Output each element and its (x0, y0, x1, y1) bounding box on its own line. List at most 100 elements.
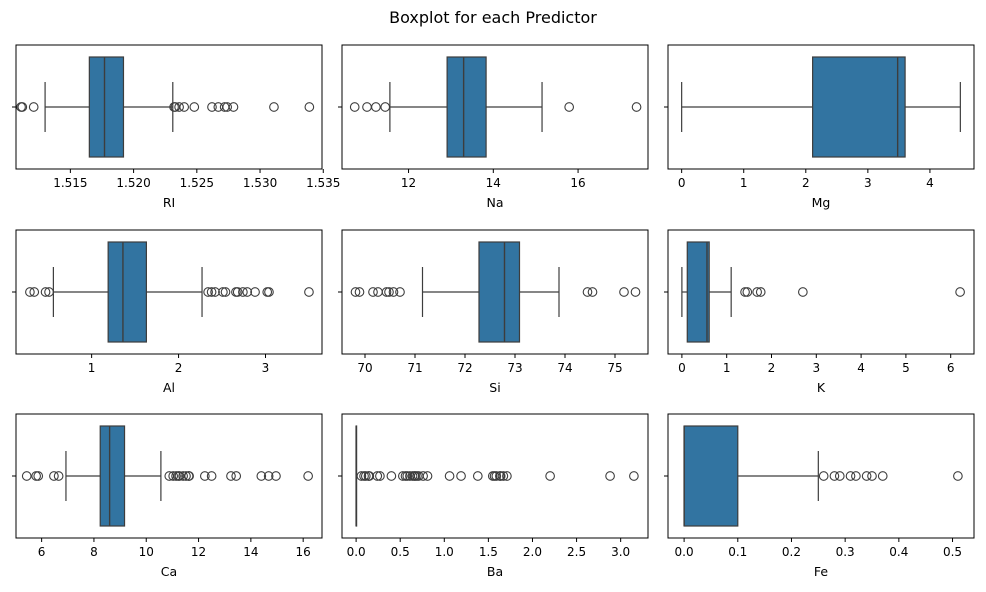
x-tick-label: 0 (678, 176, 686, 190)
outlier-point (31, 471, 41, 481)
outlier-point (498, 471, 509, 481)
outlier-point (29, 287, 40, 297)
outlier-point (28, 102, 39, 112)
x-tick-label: 1.520 (116, 176, 150, 190)
outlier-point (303, 471, 313, 481)
outlier-point (564, 102, 575, 112)
outlier-point (495, 471, 506, 481)
subplot-ri: 1.515 1.520 1.525 1.530 1.535 RI (12, 44, 340, 210)
outlier-point (362, 102, 372, 112)
outlier-point (250, 287, 260, 297)
x-tick-label: 1.0 (435, 545, 454, 559)
subplot-na: 12 14 16 Na (338, 44, 649, 210)
outlier-point (502, 471, 512, 481)
x-tick-label: 1.5 (479, 545, 498, 559)
x-tick-label: 1 (88, 361, 96, 375)
outlier-point (40, 287, 51, 297)
outlier-point (263, 471, 274, 481)
outlier-point (232, 287, 243, 297)
outlier-point (953, 471, 963, 481)
outlier-point (364, 471, 375, 481)
x-axis-label: Si (489, 380, 500, 395)
x-axis-label: RI (163, 195, 175, 210)
outlier-point (629, 471, 639, 481)
subplot-fe: 0.0 0.1 0.2 0.3 0.4 0.5 Fe (664, 413, 975, 579)
outlier-point (242, 287, 253, 297)
x-tick-label: 6 (947, 361, 955, 375)
x-tick-label: 16 (296, 545, 311, 559)
outlier-point (350, 287, 361, 297)
outlier-point (372, 471, 383, 481)
outlier-point (33, 471, 44, 481)
x-tick-label: 74 (557, 361, 572, 375)
x-tick-label: 1.535 (306, 176, 340, 190)
x-tick-label: 0.4 (889, 545, 908, 559)
outlier-point (210, 287, 220, 297)
outlier-point (397, 471, 408, 481)
subplot-k: 0 1 2 3 4 5 6 K (664, 229, 975, 395)
outlier-point (360, 471, 371, 481)
outlier-point (174, 102, 184, 112)
x-axis-label: Al (163, 380, 175, 395)
outlier-point (630, 287, 641, 297)
x-tick-label: 75 (607, 361, 622, 375)
x-tick-label: 1.530 (243, 176, 277, 190)
outlier-point (181, 471, 191, 481)
subplot-si: 70 71 72 73 74 75 Si (338, 229, 649, 395)
outlier-point (21, 471, 32, 481)
outlier-point (818, 471, 829, 481)
iqr-box (99, 425, 126, 527)
x-tick-label: 4 (857, 361, 865, 375)
iqr-box (88, 56, 125, 158)
outlier-point (742, 287, 753, 297)
outlier-point (199, 471, 210, 481)
x-tick-label: 3 (262, 361, 270, 375)
outlier-point (174, 471, 185, 481)
outlier-point (271, 471, 281, 481)
iqr-box (446, 56, 487, 158)
outlier-point (402, 471, 413, 481)
outlier-point (356, 471, 367, 481)
x-tick-label: 6 (38, 545, 46, 559)
outlier-point (631, 102, 642, 112)
x-tick-label: 1 (740, 176, 748, 190)
outlier-point (220, 287, 231, 297)
x-tick-label: 0 (678, 361, 686, 375)
outlier-point (354, 287, 365, 297)
outlier-point (206, 471, 217, 481)
outlier-point (472, 471, 483, 481)
outlier-point (218, 287, 228, 297)
outlier-point (189, 102, 200, 112)
x-tick-label: 2.5 (567, 545, 586, 559)
outlier-point (829, 471, 840, 481)
outlier-point (867, 471, 877, 481)
outlier-point (582, 287, 593, 297)
iqr-box (683, 425, 739, 527)
outlier-point (184, 471, 194, 481)
outlier-point (222, 102, 233, 112)
outlier-point (545, 471, 555, 481)
iqr-box (478, 241, 521, 343)
outlier-point (304, 102, 315, 112)
x-tick-label: 2 (768, 361, 776, 375)
x-tick-label: 5 (902, 361, 910, 375)
iqr-box (812, 56, 906, 158)
x-axis-label: K (817, 380, 826, 395)
outlier-point (380, 102, 391, 112)
outlier-point (798, 287, 808, 297)
iqr-box (107, 241, 147, 343)
outlier-point (386, 471, 397, 481)
x-tick-label: 3 (864, 176, 872, 190)
outlier-point (25, 287, 35, 297)
x-tick-label: 2 (175, 361, 183, 375)
outlier-point (269, 102, 279, 112)
outlier-point (228, 102, 239, 112)
x-tick-label: 70 (357, 361, 372, 375)
x-tick-label: 4 (926, 176, 934, 190)
outlier-point (206, 287, 217, 297)
outlier-point (168, 471, 179, 481)
outlier-point (264, 287, 274, 297)
outlier-point (587, 287, 598, 297)
x-tick-label: 14 (486, 176, 501, 190)
